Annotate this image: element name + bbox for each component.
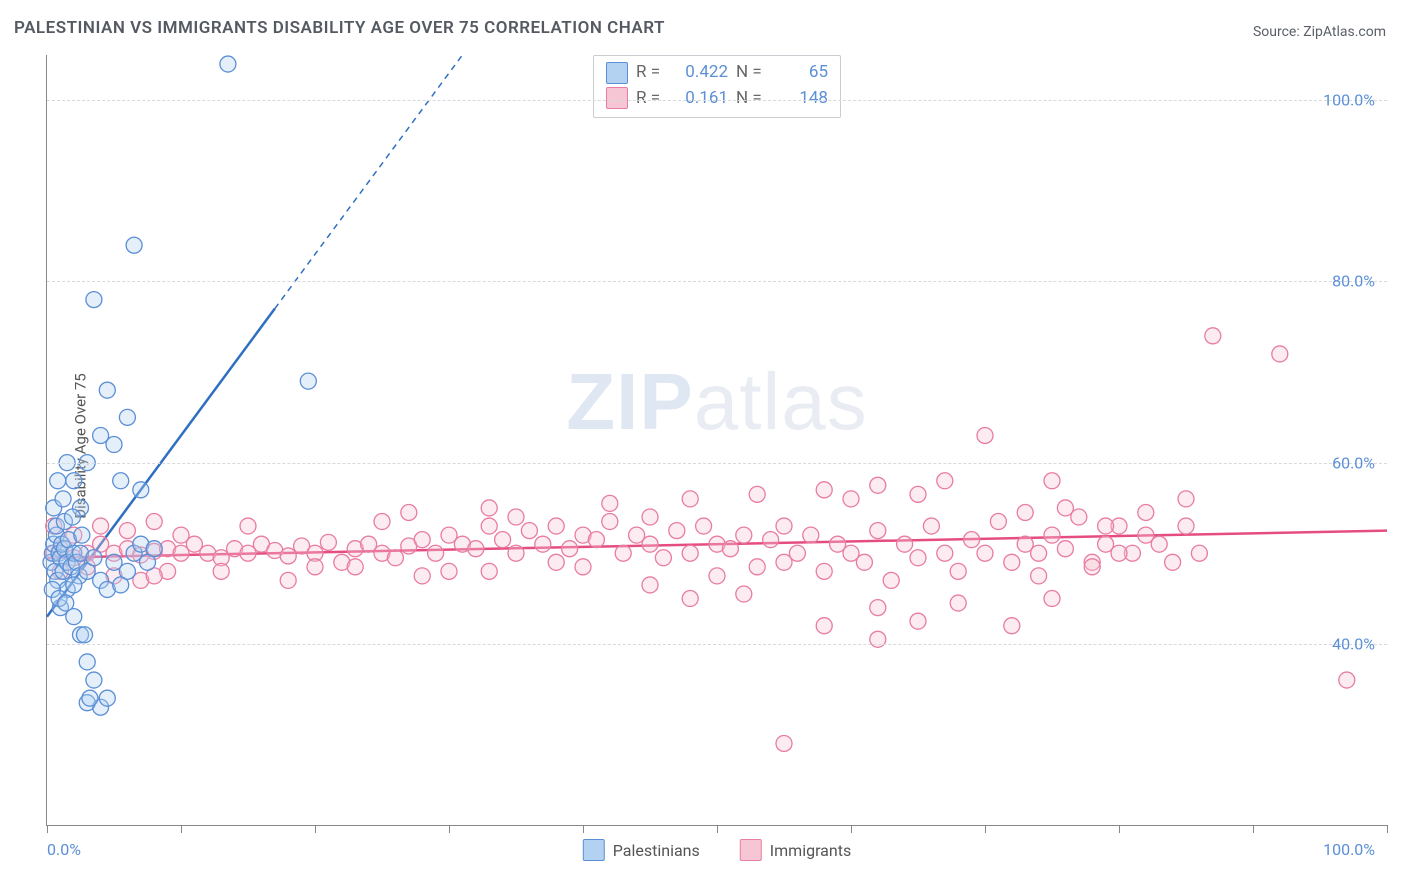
x-tick [181, 825, 182, 833]
swatch-blue-icon [606, 62, 628, 84]
correlation-legend: R = 0.422 N = 65 R = 0.161 N = 148 [593, 55, 841, 118]
plot-area: ZIPatlas R = 0.422 N = 65 R = 0.161 N = … [46, 55, 1387, 826]
x-tick [583, 825, 584, 833]
scatter-svg [47, 55, 1387, 825]
x-tick [449, 825, 450, 833]
x-tick [717, 825, 718, 833]
series-legend: Palestinians Immigrants [583, 839, 851, 861]
chart-title: PALESTINIAN VS IMMIGRANTS DISABILITY AGE… [14, 18, 665, 38]
swatch-pink-icon [606, 87, 628, 109]
gridline [47, 281, 1387, 282]
chart-container: PALESTINIAN VS IMMIGRANTS DISABILITY AGE… [0, 0, 1406, 892]
y-tick-label: 60.0% [1332, 453, 1375, 472]
x-tick [1119, 825, 1120, 833]
gridline [47, 644, 1387, 645]
x-tick [851, 825, 852, 833]
legend-row-immigrants: R = 0.161 N = 148 [606, 86, 828, 112]
legend-item-immigrants: Immigrants [740, 839, 851, 861]
swatch-blue-icon [583, 839, 605, 861]
x-tick [315, 825, 316, 833]
gridline [47, 100, 1387, 101]
y-tick-label: 80.0% [1332, 272, 1375, 291]
y-tick-label: 100.0% [1323, 91, 1375, 110]
x-tick [1253, 825, 1254, 833]
legend-item-palestinians: Palestinians [583, 839, 700, 861]
y-tick-label: 40.0% [1332, 634, 1375, 653]
legend-row-palestinians: R = 0.422 N = 65 [606, 60, 828, 86]
x-tick-max: 100.0% [1323, 840, 1375, 859]
x-tick [1387, 825, 1388, 833]
x-tick [47, 825, 48, 833]
gridline [47, 463, 1387, 464]
swatch-pink-icon [740, 839, 762, 861]
x-tick [985, 825, 986, 833]
source-attribution: Source: ZipAtlas.com [1253, 24, 1386, 40]
x-tick-min: 0.0% [47, 840, 81, 859]
